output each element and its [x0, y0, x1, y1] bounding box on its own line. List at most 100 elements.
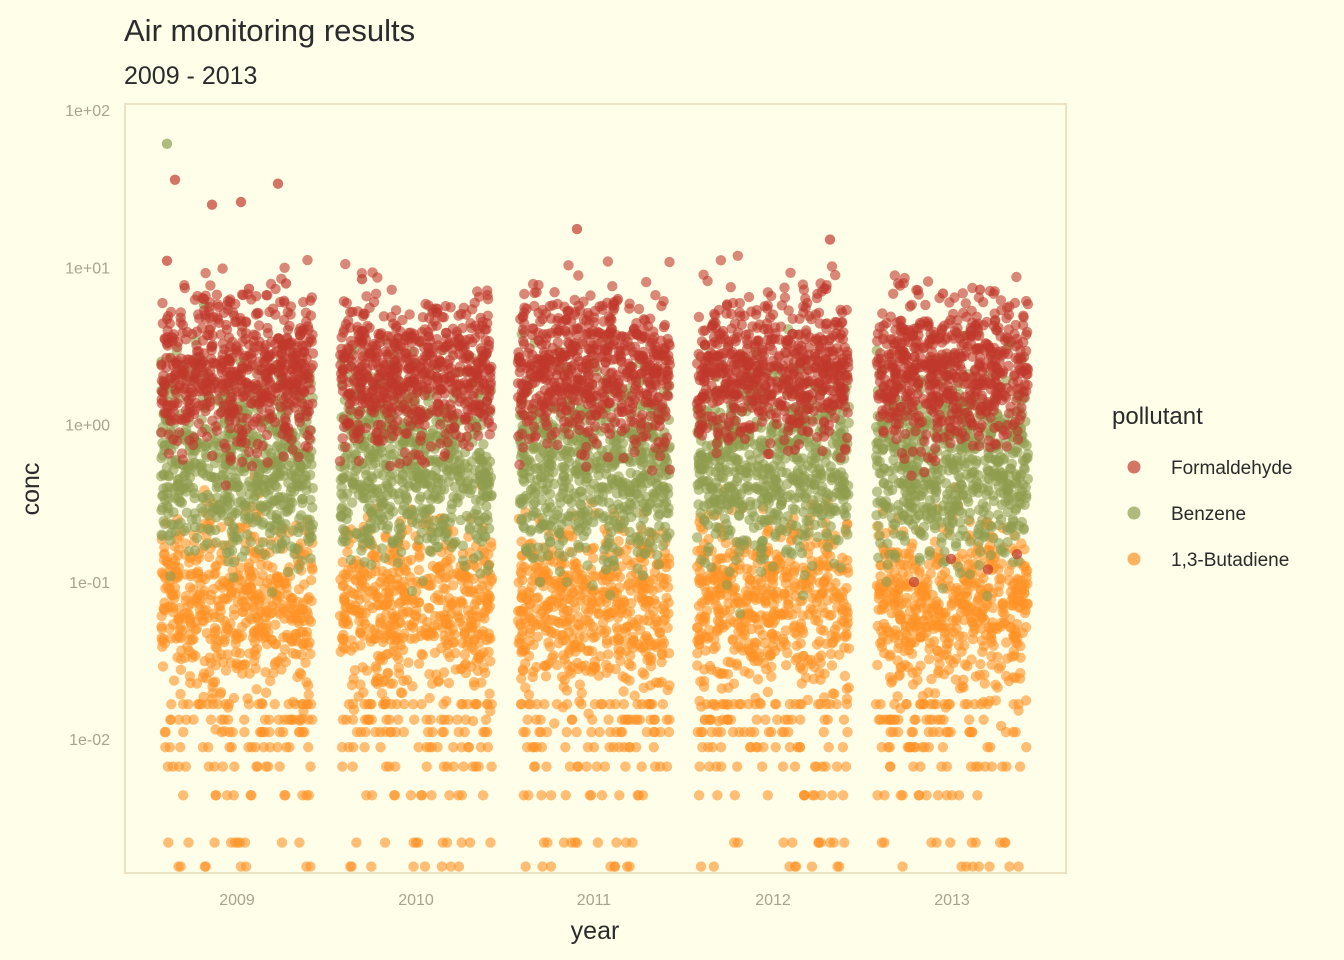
1-3-butadiene-point	[531, 661, 542, 673]
benzene-point	[305, 553, 316, 564]
1-3-butadiene-point	[992, 651, 1003, 663]
1-3-butadiene-point	[839, 642, 850, 653]
1-3-butadiene-point	[620, 673, 631, 684]
1-3-butadiene-point	[614, 790, 625, 801]
benzene-point	[407, 504, 418, 516]
1-3-butadiene-point	[986, 761, 997, 772]
benzene-point	[203, 510, 214, 521]
1-3-butadiene-point	[276, 837, 288, 848]
1-3-butadiene-point	[882, 625, 893, 637]
1-3-butadiene-point	[198, 668, 210, 679]
1-3-butadiene-point	[939, 669, 950, 680]
1-3-butadiene-point	[414, 552, 425, 563]
1-3-butadiene-point	[915, 631, 926, 642]
benzene-point	[352, 528, 363, 540]
benzene-point	[383, 503, 395, 515]
1-3-butadiene-point	[341, 714, 352, 725]
1-3-butadiene-point	[697, 726, 708, 738]
1-3-butadiene-point	[183, 601, 194, 612]
1-3-butadiene-point	[536, 619, 547, 630]
1-3-butadiene-point	[990, 622, 1001, 633]
1-3-butadiene-point	[212, 699, 224, 710]
1-3-butadiene-point	[217, 582, 228, 593]
1-3-butadiene-point	[388, 790, 400, 801]
1-3-butadiene-point	[165, 601, 176, 612]
1-3-butadiene-point	[486, 761, 497, 772]
1-3-butadiene-point	[655, 726, 666, 738]
1-3-butadiene-point	[632, 714, 643, 725]
1-3-butadiene-point	[239, 726, 250, 738]
1-3-butadiene-point	[379, 837, 391, 848]
1-3-butadiene-point	[436, 861, 448, 872]
benzene-point	[653, 559, 664, 570]
1-3-butadiene-point	[453, 726, 464, 738]
1-3-butadiene-point	[979, 678, 990, 689]
1-3-butadiene-point	[603, 649, 614, 660]
1-3-butadiene-point	[166, 699, 177, 710]
1-3-butadiene-point	[817, 587, 828, 598]
1-3-butadiene-point	[299, 726, 310, 738]
1-3-butadiene-point	[703, 594, 714, 606]
1-3-butadiene-point	[455, 663, 466, 675]
1-3-butadiene-point	[929, 688, 941, 699]
1-3-butadiene-point	[936, 570, 948, 581]
1-3-butadiene-point	[381, 714, 392, 725]
benzene-point	[366, 483, 378, 494]
1-3-butadiene-point	[363, 714, 375, 725]
benzene-point	[307, 482, 318, 494]
1-3-butadiene-point	[393, 714, 404, 725]
1-3-butadiene-point	[235, 861, 247, 872]
1-3-butadiene-point	[902, 742, 913, 753]
benzene-point	[468, 553, 480, 564]
1-3-butadiene-point	[199, 861, 211, 872]
1-3-butadiene-point	[444, 790, 455, 801]
benzene-point	[402, 478, 413, 489]
1-3-butadiene-point	[649, 619, 660, 630]
1-3-butadiene-point	[279, 644, 291, 655]
1-3-butadiene-point	[605, 607, 617, 618]
1-3-butadiene-point	[188, 584, 199, 595]
1-3-butadiene-point	[566, 714, 577, 725]
1-3-butadiene-point	[351, 569, 362, 581]
1-3-butadiene-point	[1013, 699, 1024, 710]
1-3-butadiene-point	[649, 714, 660, 725]
benzene-point	[628, 484, 640, 496]
1-3-butadiene-point	[535, 714, 546, 725]
1-3-butadiene-point	[777, 761, 789, 772]
1-3-butadiene-point	[183, 837, 194, 848]
1-3-butadiene-point	[447, 580, 459, 591]
1-3-butadiene-point	[636, 761, 647, 772]
1-3-butadiene-point	[401, 674, 413, 686]
1-3-butadiene-point	[341, 601, 352, 612]
1-3-butadiene-point	[424, 669, 435, 680]
1-3-butadiene-point	[548, 650, 559, 661]
1-3-butadiene-point	[376, 688, 388, 699]
chart-title: Air monitoring results	[124, 13, 415, 48]
1-3-butadiene-point	[416, 790, 428, 801]
1-3-butadiene-point	[951, 615, 962, 626]
1-3-butadiene-point	[286, 714, 297, 725]
benzene-point	[233, 480, 244, 492]
1-3-butadiene-point	[301, 677, 312, 688]
1-3-butadiene-point	[637, 667, 648, 678]
1-3-butadiene-point	[771, 630, 782, 642]
1-3-butadiene-point	[184, 634, 195, 646]
benzene-point	[406, 585, 418, 597]
1-3-butadiene-point	[721, 619, 732, 630]
1-3-butadiene-point	[913, 790, 924, 801]
1-3-butadiene-point	[723, 682, 734, 693]
1-3-butadiene-point	[918, 699, 929, 710]
1-3-butadiene-point	[708, 861, 719, 872]
1-3-butadiene-point	[160, 742, 171, 753]
1-3-butadiene-point	[458, 761, 469, 772]
1-3-butadiene-point	[443, 677, 455, 689]
1-3-butadiene-point	[533, 568, 544, 579]
1-3-butadiene-point	[559, 654, 570, 665]
1-3-butadiene-point	[722, 656, 733, 667]
1-3-butadiene-point	[351, 837, 362, 848]
1-3-butadiene-point	[194, 610, 206, 621]
1-3-butadiene-point	[888, 599, 900, 611]
1-3-butadiene-point	[343, 699, 355, 710]
1-3-butadiene-point	[906, 726, 917, 738]
1-3-butadiene-point	[175, 861, 186, 872]
